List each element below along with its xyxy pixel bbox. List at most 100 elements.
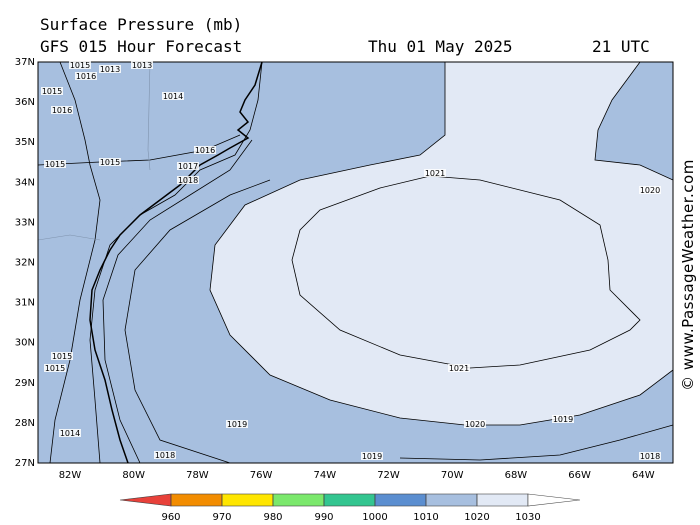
- lat-label: 32N: [15, 258, 35, 269]
- lon-label: 80W: [122, 470, 145, 481]
- lat-label: 33N: [15, 217, 35, 228]
- contour-label: 1017: [178, 162, 198, 171]
- contour-label-bg: [226, 420, 248, 428]
- contour-label: 1016: [195, 146, 215, 155]
- lon-label: 64W: [632, 470, 655, 481]
- contour-line: [102, 139, 253, 464]
- contour-label: 1021: [449, 364, 469, 373]
- contour-label-bg: [639, 452, 661, 460]
- contour-label-bg: [177, 176, 199, 184]
- contour-label-bg: [194, 146, 216, 154]
- colorbar-segment: [323, 493, 376, 507]
- contour-line: [291, 175, 641, 369]
- pressure-field: [209, 61, 674, 426]
- time: 21 UTC: [592, 37, 650, 56]
- colorbar-segment: [272, 493, 325, 507]
- contour-label-bg: [51, 106, 73, 114]
- lat-label: 30N: [15, 338, 35, 349]
- lat-label: 35N: [15, 137, 35, 148]
- contour-label-bg: [51, 352, 73, 360]
- colorbar-segment: [374, 493, 427, 507]
- colorbar-end: [527, 493, 581, 507]
- subtitle: GFS 015 Hour Forecast: [40, 37, 242, 56]
- contour-label-bg: [44, 364, 66, 372]
- contour-label-bg: [44, 160, 66, 168]
- contour-label: 1016: [52, 106, 72, 115]
- contour-label-bg: [162, 92, 184, 100]
- contour-label: 1020: [640, 186, 660, 195]
- map-frame: [37, 61, 674, 464]
- date: Thu 01 May 2025: [368, 37, 513, 56]
- contour-label-bg: [99, 65, 121, 73]
- colorbar-label: 980: [263, 512, 282, 523]
- coastline: [89, 61, 263, 464]
- lat-label: 34N: [15, 177, 35, 188]
- contour-label: 1014: [60, 429, 80, 438]
- contour-label: 1018: [155, 451, 175, 460]
- contour-line: [49, 61, 101, 464]
- lon-label: 74W: [313, 470, 336, 481]
- lon-label: 82W: [59, 470, 82, 481]
- lon-label: 66W: [568, 470, 591, 481]
- contour-label: 1021: [425, 169, 445, 178]
- contour-label: 1015: [42, 87, 62, 96]
- lon-label: 78W: [186, 470, 209, 481]
- contour-label-bg: [75, 72, 97, 80]
- contour-label: 1014: [163, 92, 183, 101]
- contour-label: 1019: [227, 420, 247, 429]
- contour-label-bg: [464, 420, 486, 428]
- colorbar-label: 1020: [464, 512, 489, 523]
- contour-label: 1013: [132, 61, 152, 70]
- contour-label: 1015: [45, 160, 65, 169]
- contour-label-bg: [99, 158, 121, 166]
- colorbar-label: 1010: [413, 512, 438, 523]
- contour-label-bg: [552, 415, 574, 423]
- pressure-field: [445, 62, 673, 180]
- map: [37, 61, 674, 464]
- title: Surface Pressure (mb): [40, 15, 242, 34]
- colorbar-end: [119, 493, 172, 507]
- colorbar-label: 970: [212, 512, 231, 523]
- contour-label: 1018: [640, 452, 660, 461]
- contour-label: 1015: [45, 364, 65, 373]
- colorbar-segment: [425, 493, 478, 507]
- contour-label-bg: [154, 451, 176, 459]
- lat-label: 37N: [15, 57, 35, 68]
- contour-label: 1015: [100, 158, 120, 167]
- lat-label: 27N: [15, 458, 35, 469]
- contour-label: 1016: [76, 72, 96, 81]
- lat-label: 29N: [15, 378, 35, 389]
- colorbar-label: 960: [161, 512, 180, 523]
- lon-label: 70W: [441, 470, 464, 481]
- lat-label: 31N: [15, 298, 35, 309]
- contour-line: [124, 179, 271, 464]
- colorbar-label: 990: [314, 512, 333, 523]
- contour-label: 1015: [70, 61, 90, 70]
- contour-label-bg: [177, 162, 199, 170]
- contour-line: [37, 134, 241, 166]
- contour-label: 1015: [52, 352, 72, 361]
- lat-label: 28N: [15, 418, 35, 429]
- contour-label: 1019: [362, 452, 382, 461]
- lon-label: 76W: [250, 470, 273, 481]
- colorbar-segment: [476, 493, 529, 507]
- lon-label: 72W: [377, 470, 400, 481]
- contour-line: [89, 61, 263, 464]
- contour-label-bg: [361, 452, 383, 460]
- contour-label: 1020: [465, 420, 485, 429]
- contour-label-bg: [131, 61, 153, 69]
- contour-label-bg: [424, 169, 446, 177]
- lat-label: 36N: [15, 97, 35, 108]
- contour-label-bg: [41, 87, 63, 95]
- contour-line: [399, 424, 674, 461]
- contour-label-bg: [59, 429, 81, 437]
- contour-label: 1018: [178, 176, 198, 185]
- contour-label: 1013: [100, 65, 120, 74]
- watermark: © www.PassageWeather.com: [679, 159, 697, 391]
- colorbar-label: 1030: [515, 512, 540, 523]
- contour-label: 1019: [553, 415, 573, 424]
- state-border: [37, 61, 151, 241]
- contour-label-bg: [69, 61, 91, 69]
- lon-label: 68W: [505, 470, 528, 481]
